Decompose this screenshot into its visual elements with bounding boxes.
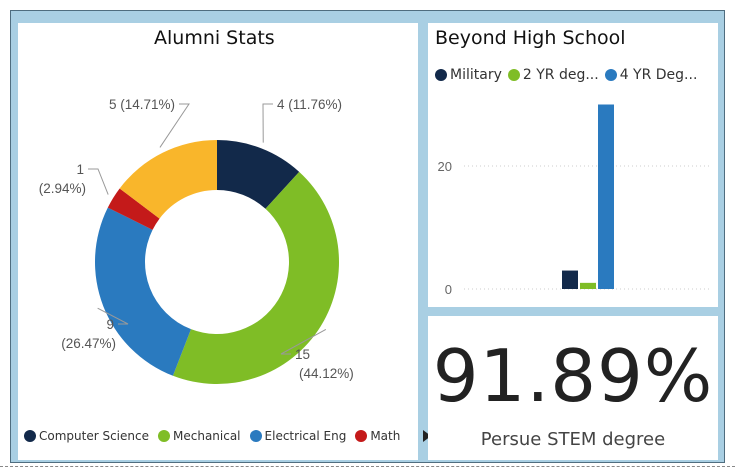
legend-label: Computer Science — [39, 429, 149, 443]
legend-label: 2 YR deg... — [522, 67, 599, 83]
legend-label: 4 YR Deg... — [619, 67, 698, 83]
y-tick-label: 20 — [438, 159, 452, 174]
legend-label: Electrical Eng — [264, 429, 347, 443]
legend-item-4yr-degree[interactable]: 4 YR Deg... — [604, 67, 698, 83]
donut-data-label-pct: (26.47%) — [61, 336, 116, 351]
beyond-high-school-title: Beyond High School — [435, 27, 626, 49]
alumni-donut-chart: 4 (11.76%) 15 (44.12%) 9 (26.47%) 1 (2.94%) 5 (… — [39, 97, 354, 384]
legend-swatch — [24, 430, 36, 442]
donut-data-label-pct: (44.12%) — [299, 366, 354, 381]
legend-label: Mechanical — [173, 429, 241, 443]
alumni-stats-title: Alumni Stats — [154, 27, 275, 49]
legend-item-2yr-degree[interactable]: 2 YR deg... — [507, 67, 599, 83]
beyond-legend: Military 2 YR deg... 4 YR Deg... — [435, 67, 703, 83]
donut-leader-line — [280, 328, 327, 355]
legend-label: Math — [370, 429, 401, 443]
beyond-bar-chart: 0 20 — [438, 104, 712, 297]
bar-2-yr-deg-[interactable] — [580, 282, 596, 289]
legend-swatch — [355, 430, 368, 442]
alumni-legend: Computer Science Mechanical Electrical E… — [24, 429, 432, 443]
legend-item-military[interactable]: Military — [435, 67, 502, 83]
page-bottom-divider — [0, 466, 735, 467]
stem-percentage-value: 91.89% — [432, 334, 714, 418]
legend-swatch — [507, 69, 520, 81]
donut-slice-unlabeled[interactable] — [119, 140, 217, 219]
bar-4-yr-deg-[interactable] — [598, 104, 614, 290]
donut-leader-line — [97, 307, 129, 325]
legend-item-computer-science[interactable]: Computer Science — [24, 429, 149, 443]
donut-leader-line — [88, 168, 109, 195]
donut-data-label-value: 9 — [106, 317, 114, 332]
y-tick-label: 0 — [445, 282, 452, 297]
legend-swatch — [158, 430, 170, 442]
donut-data-label: 4 (11.76%) — [277, 97, 342, 112]
donut-slice-electrical-eng[interactable] — [94, 207, 191, 376]
donut-data-label-value: 15 — [295, 347, 310, 362]
beyond-high-school-visual[interactable]: Beyond High School Military 2 YR deg... … — [428, 23, 718, 307]
donut-leader-line — [262, 103, 273, 143]
donut-slice-computer-science[interactable] — [217, 140, 300, 209]
legend-label: Military — [450, 67, 502, 83]
legend-swatch — [435, 69, 447, 81]
alumni-stats-visual[interactable]: Alumni Stats 4 (11.76%) 15 (44.12%) 9 (26.47… — [18, 23, 432, 460]
donut-slice-math[interactable] — [107, 188, 160, 230]
legend-item-mechanical[interactable]: Mechanical — [158, 429, 241, 443]
legend-item-electrical-eng[interactable]: Electrical Eng — [249, 429, 347, 443]
stem-card-label: Persue STEM degree — [480, 429, 666, 450]
legend-swatch — [604, 69, 617, 81]
donut-data-label: 5 (14.71%) — [109, 97, 175, 112]
stem-card-visual[interactable]: 91.89% Persue STEM degree — [428, 316, 718, 460]
legend-next-arrow-icon[interactable] — [423, 430, 432, 442]
donut-slice-mechanical[interactable] — [172, 171, 339, 384]
donut-data-label-value: 1 — [76, 162, 84, 177]
donut-data-label-pct: (2.94%) — [39, 181, 86, 196]
donut-leader-line — [159, 103, 190, 148]
legend-item-math[interactable]: Math — [355, 429, 400, 443]
bar-military[interactable] — [562, 270, 578, 289]
legend-swatch — [249, 430, 262, 442]
